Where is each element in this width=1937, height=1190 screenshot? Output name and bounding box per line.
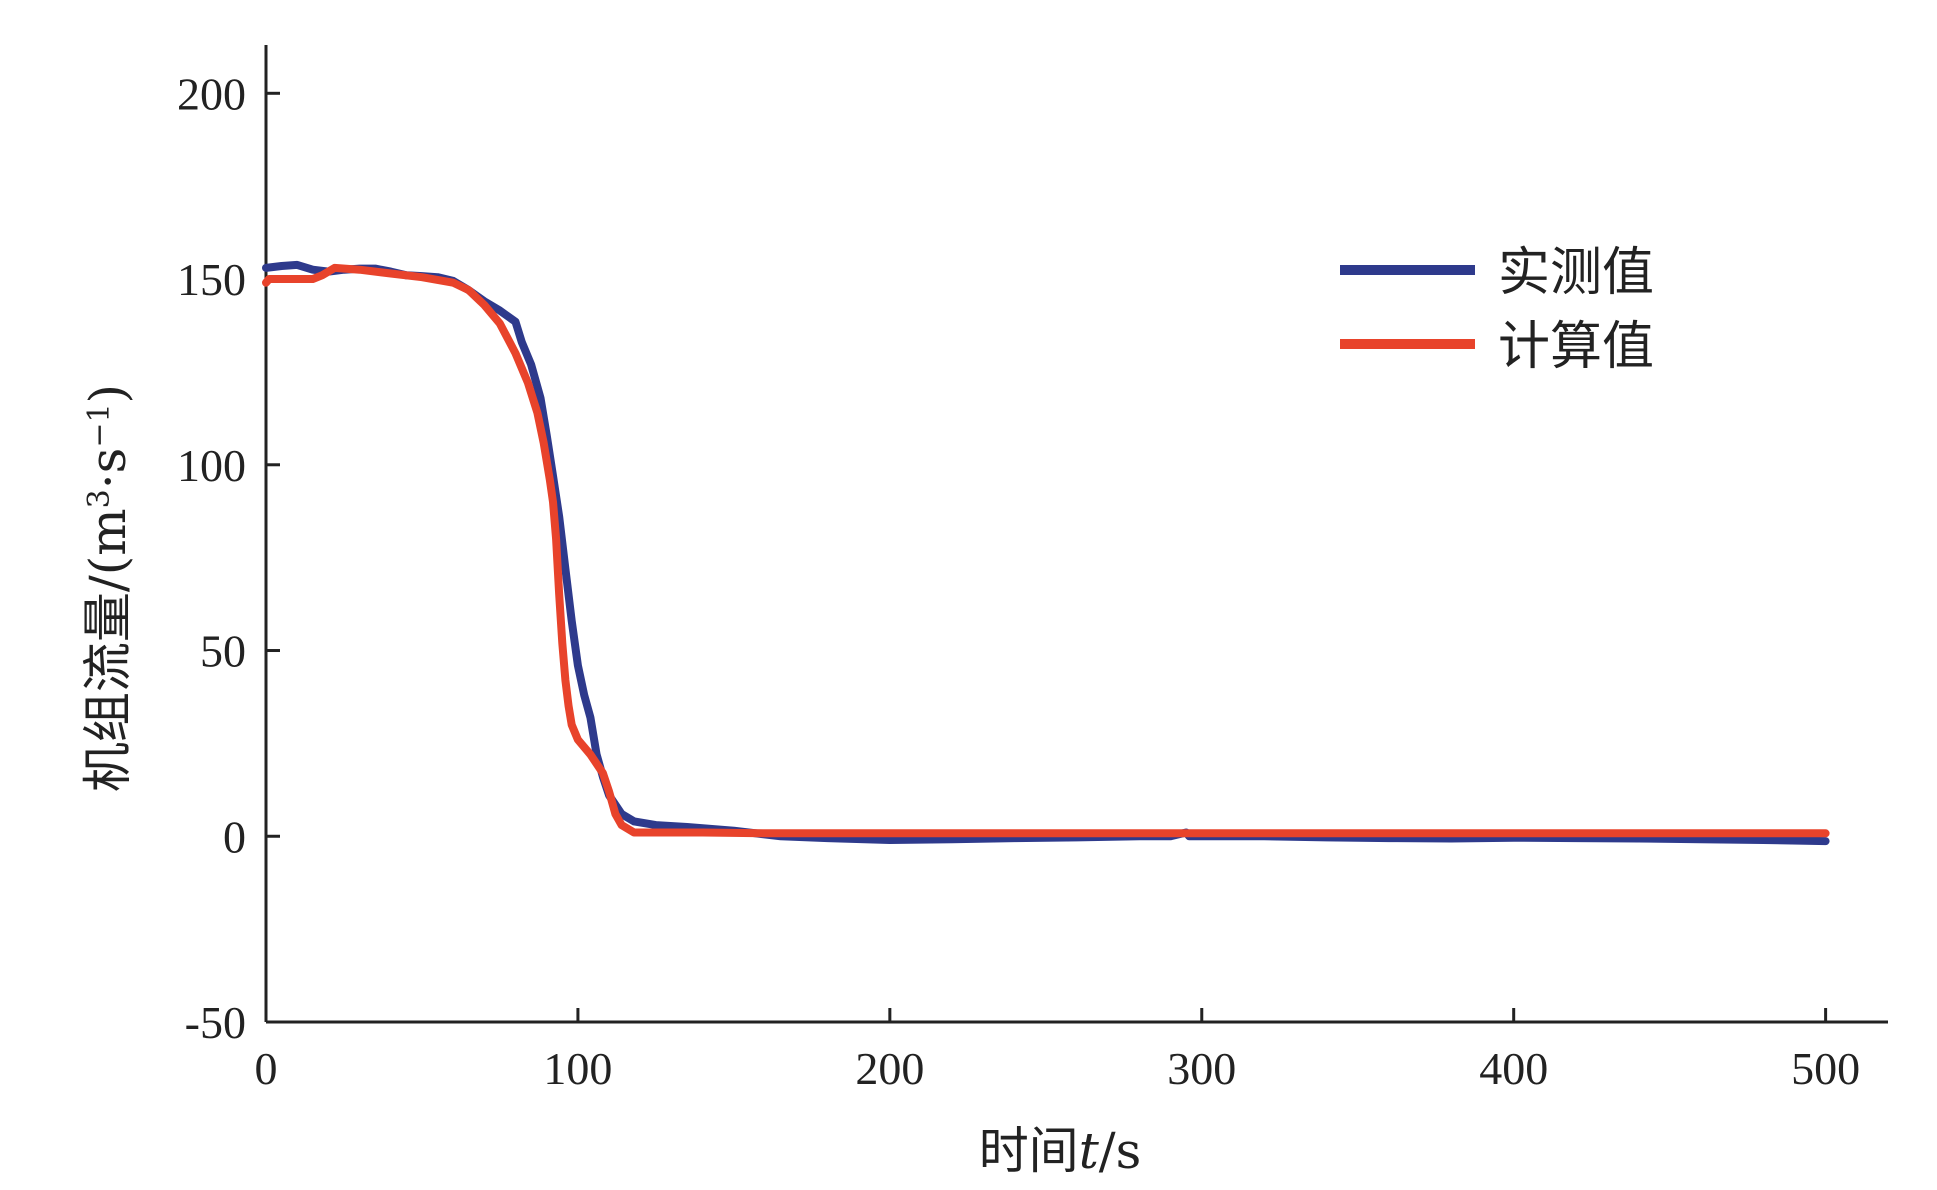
legend: 实测值 计算值 (1340, 243, 1654, 377)
y-axis-title-mid: ·s (79, 448, 137, 490)
y-axis-title-suffix: ) (79, 384, 137, 404)
legend-label-measured: 实测值 (1498, 243, 1654, 303)
legend-label-computed: 计算值 (1498, 317, 1654, 377)
y-tick-label: 50 (200, 626, 246, 677)
y-tick-label: -50 (185, 997, 246, 1048)
y-tick-label: 200 (177, 68, 246, 119)
y-axis-title: 机组流量/(m3·s−1) (79, 384, 137, 792)
y-tick-label: 150 (177, 254, 246, 305)
x-tick-label: 0 (255, 1043, 278, 1094)
y-tick-label: 0 (223, 811, 246, 862)
x-axis-title: 时间t/s (979, 1122, 1142, 1180)
x-axis-title-variable: t (1079, 1122, 1100, 1180)
y-axis-title-prefix: 机组流量/(m (79, 508, 137, 792)
x-tick-label: 400 (1479, 1043, 1548, 1094)
series-layer (262, 260, 1830, 846)
y-ticks: -50 0 50 100 150 200 (177, 68, 280, 1048)
x-axis-title-unit: /s (1099, 1122, 1142, 1180)
series-line-computed (262, 263, 1830, 838)
x-tick-label: 200 (855, 1043, 924, 1094)
x-ticks: 0 100 200 300 400 500 (255, 1008, 1860, 1094)
x-tick-label: 500 (1791, 1043, 1860, 1094)
x-tick-label: 100 (543, 1043, 612, 1094)
x-tick-label: 300 (1167, 1043, 1236, 1094)
y-axis-title-sup1: 3 (82, 489, 117, 508)
y-tick-label: 100 (177, 440, 246, 491)
x-axis-title-prefix: 时间 (979, 1122, 1079, 1180)
y-axis-title-sup2: −1 (82, 403, 117, 447)
